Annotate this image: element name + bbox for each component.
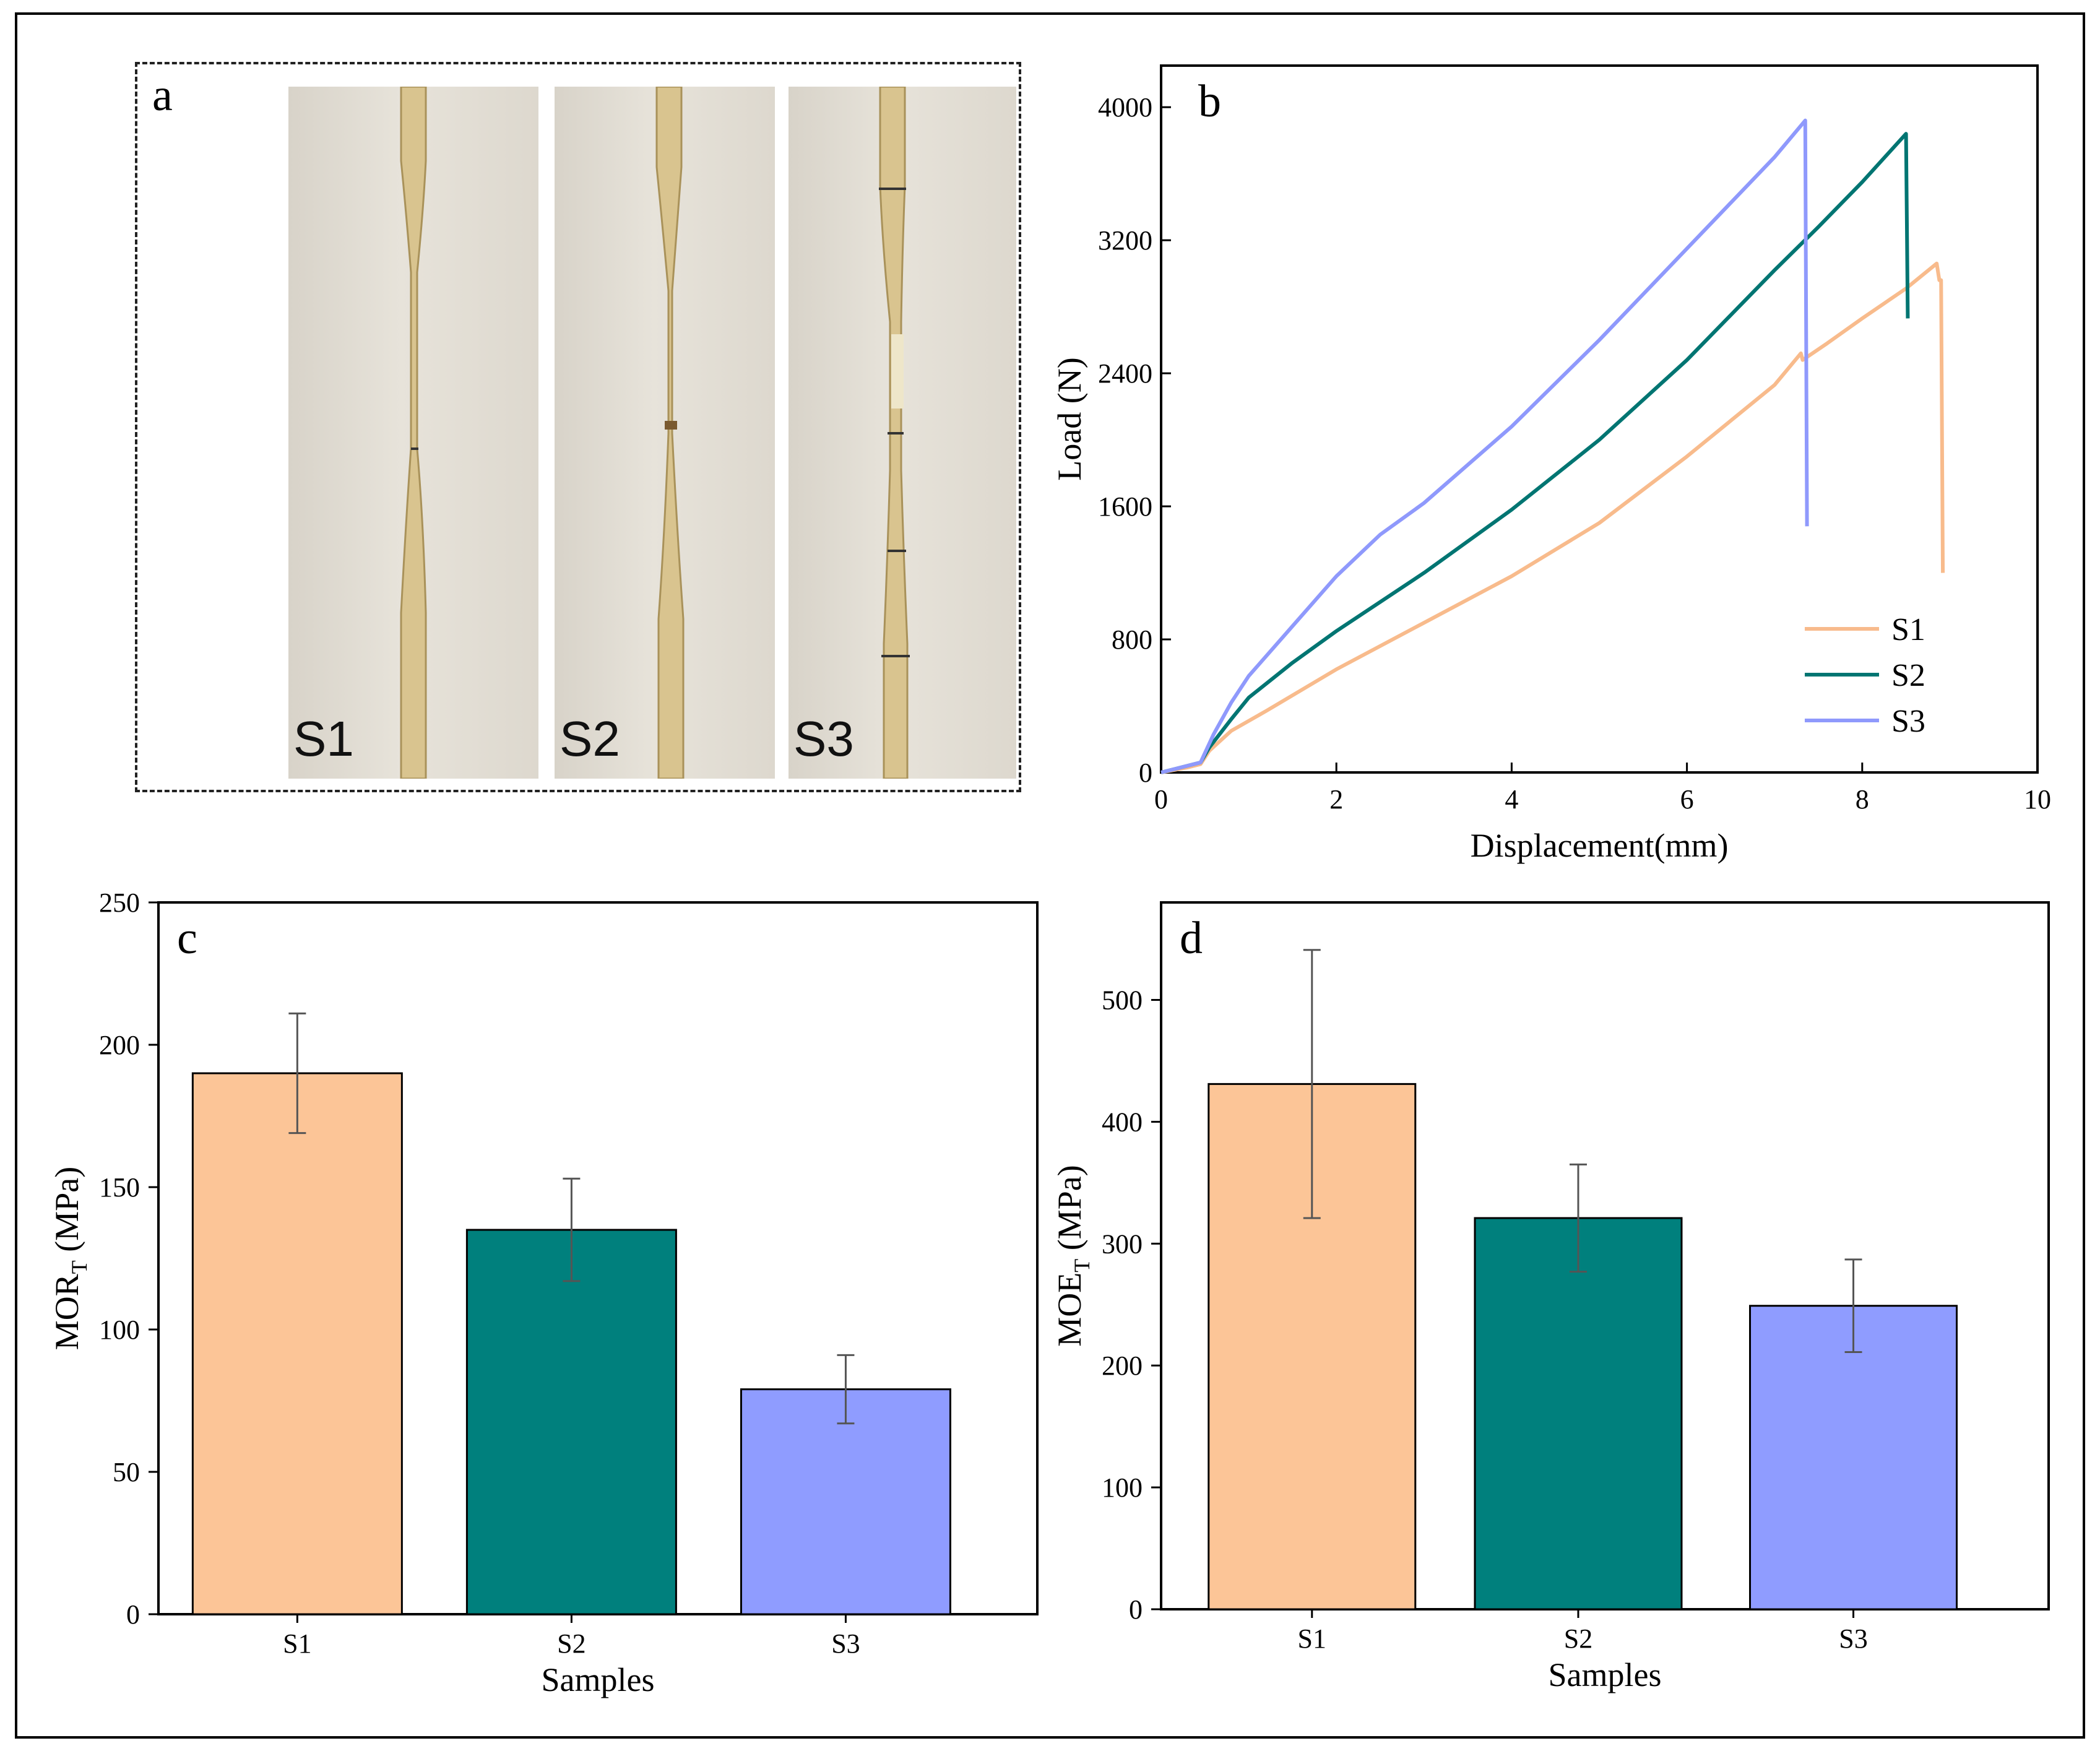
x-tick-label-b: 8 bbox=[1856, 784, 1869, 815]
bamboo-specimen-s3 bbox=[879, 87, 910, 779]
photo-s2: S2 bbox=[555, 87, 775, 779]
bar-s2 bbox=[1474, 1217, 1683, 1610]
series-line-s2 bbox=[1160, 132, 1910, 774]
x-tick-label-c: S2 bbox=[557, 1628, 585, 1659]
x-tick-label-c: S3 bbox=[831, 1628, 860, 1659]
x-tick-label-d: S1 bbox=[1298, 1623, 1326, 1654]
photo-label-s1: S1 bbox=[293, 711, 354, 766]
y-tick-label-c: 200 bbox=[99, 1030, 140, 1060]
photo-label-s2: S2 bbox=[560, 711, 620, 766]
x-axis-label-d: Samples bbox=[1549, 1656, 1662, 1693]
bar-s3 bbox=[740, 1388, 951, 1615]
bar-s2 bbox=[465, 1229, 677, 1615]
y-axis-label-c: MORT (MPa) bbox=[48, 1167, 92, 1351]
legend-label-s1: S1 bbox=[1891, 612, 1925, 647]
y-tick-label-d: 500 bbox=[1102, 985, 1143, 1016]
y-tick-label-d: 400 bbox=[1102, 1107, 1143, 1137]
y-tick-label-b: 800 bbox=[1112, 625, 1152, 655]
x-tick-label-b: 0 bbox=[1154, 784, 1168, 815]
y-tick-label-c: 150 bbox=[99, 1172, 140, 1203]
x-axis-label-c: Samples bbox=[542, 1661, 655, 1698]
photo-s1: S1 bbox=[288, 87, 538, 779]
y-tick-label-b: 3200 bbox=[1098, 225, 1152, 256]
y-tick-label-c: 250 bbox=[99, 888, 140, 918]
plot-frame-b bbox=[1160, 64, 2039, 774]
y-tick-label-c: 50 bbox=[113, 1457, 140, 1487]
x-tick-label-d: S3 bbox=[1839, 1623, 1867, 1654]
y-tick-label-b: 1600 bbox=[1098, 491, 1152, 522]
panel-letter-b: b bbox=[1198, 76, 1221, 127]
y-axis-label-b: Load (N) bbox=[1051, 357, 1088, 480]
x-tick-label-b: 2 bbox=[1329, 784, 1343, 815]
panel-letter-d: d bbox=[1180, 913, 1203, 964]
y-tick-label-b: 0 bbox=[1139, 758, 1152, 788]
photo-label-s3: S3 bbox=[793, 711, 854, 766]
bar-s1 bbox=[191, 1072, 403, 1615]
x-tick-label-d: S2 bbox=[1564, 1623, 1592, 1654]
bamboo-specimen-s1 bbox=[400, 87, 427, 779]
photo-s3: S3 bbox=[789, 87, 1016, 779]
bar-s3 bbox=[1749, 1305, 1958, 1610]
x-tick-label-c: S1 bbox=[283, 1628, 311, 1659]
legend-label-s2: S2 bbox=[1891, 658, 1925, 693]
series-line-s3 bbox=[1160, 118, 1809, 774]
y-tick-label-d: 100 bbox=[1102, 1472, 1143, 1503]
x-tick-label-b: 10 bbox=[2024, 784, 2051, 815]
x-tick-label-b: 6 bbox=[1680, 784, 1694, 815]
legend-label-s3: S3 bbox=[1891, 704, 1925, 739]
figure-frame bbox=[15, 12, 2085, 1739]
y-tick-label-b: 2400 bbox=[1098, 358, 1152, 389]
panel-a-letter: a bbox=[152, 70, 173, 121]
y-tick-label-b: 4000 bbox=[1098, 92, 1152, 123]
x-tick-label-b: 4 bbox=[1505, 784, 1518, 815]
y-tick-label-d: 300 bbox=[1102, 1229, 1143, 1259]
panel-a-photo-box bbox=[135, 62, 1021, 792]
x-axis-label-b: Displacement(mm) bbox=[1471, 827, 1729, 864]
y-tick-label-c: 0 bbox=[126, 1599, 140, 1630]
y-tick-label-d: 0 bbox=[1129, 1594, 1143, 1625]
y-tick-label-d: 200 bbox=[1102, 1351, 1143, 1381]
y-tick-label-c: 100 bbox=[99, 1315, 140, 1345]
bamboo-specimen-s2 bbox=[655, 87, 685, 779]
panel-letter-c: c bbox=[177, 913, 197, 964]
series-line-s1 bbox=[1160, 261, 1945, 774]
y-axis-label-d: MOET (MPa) bbox=[1051, 1165, 1094, 1346]
